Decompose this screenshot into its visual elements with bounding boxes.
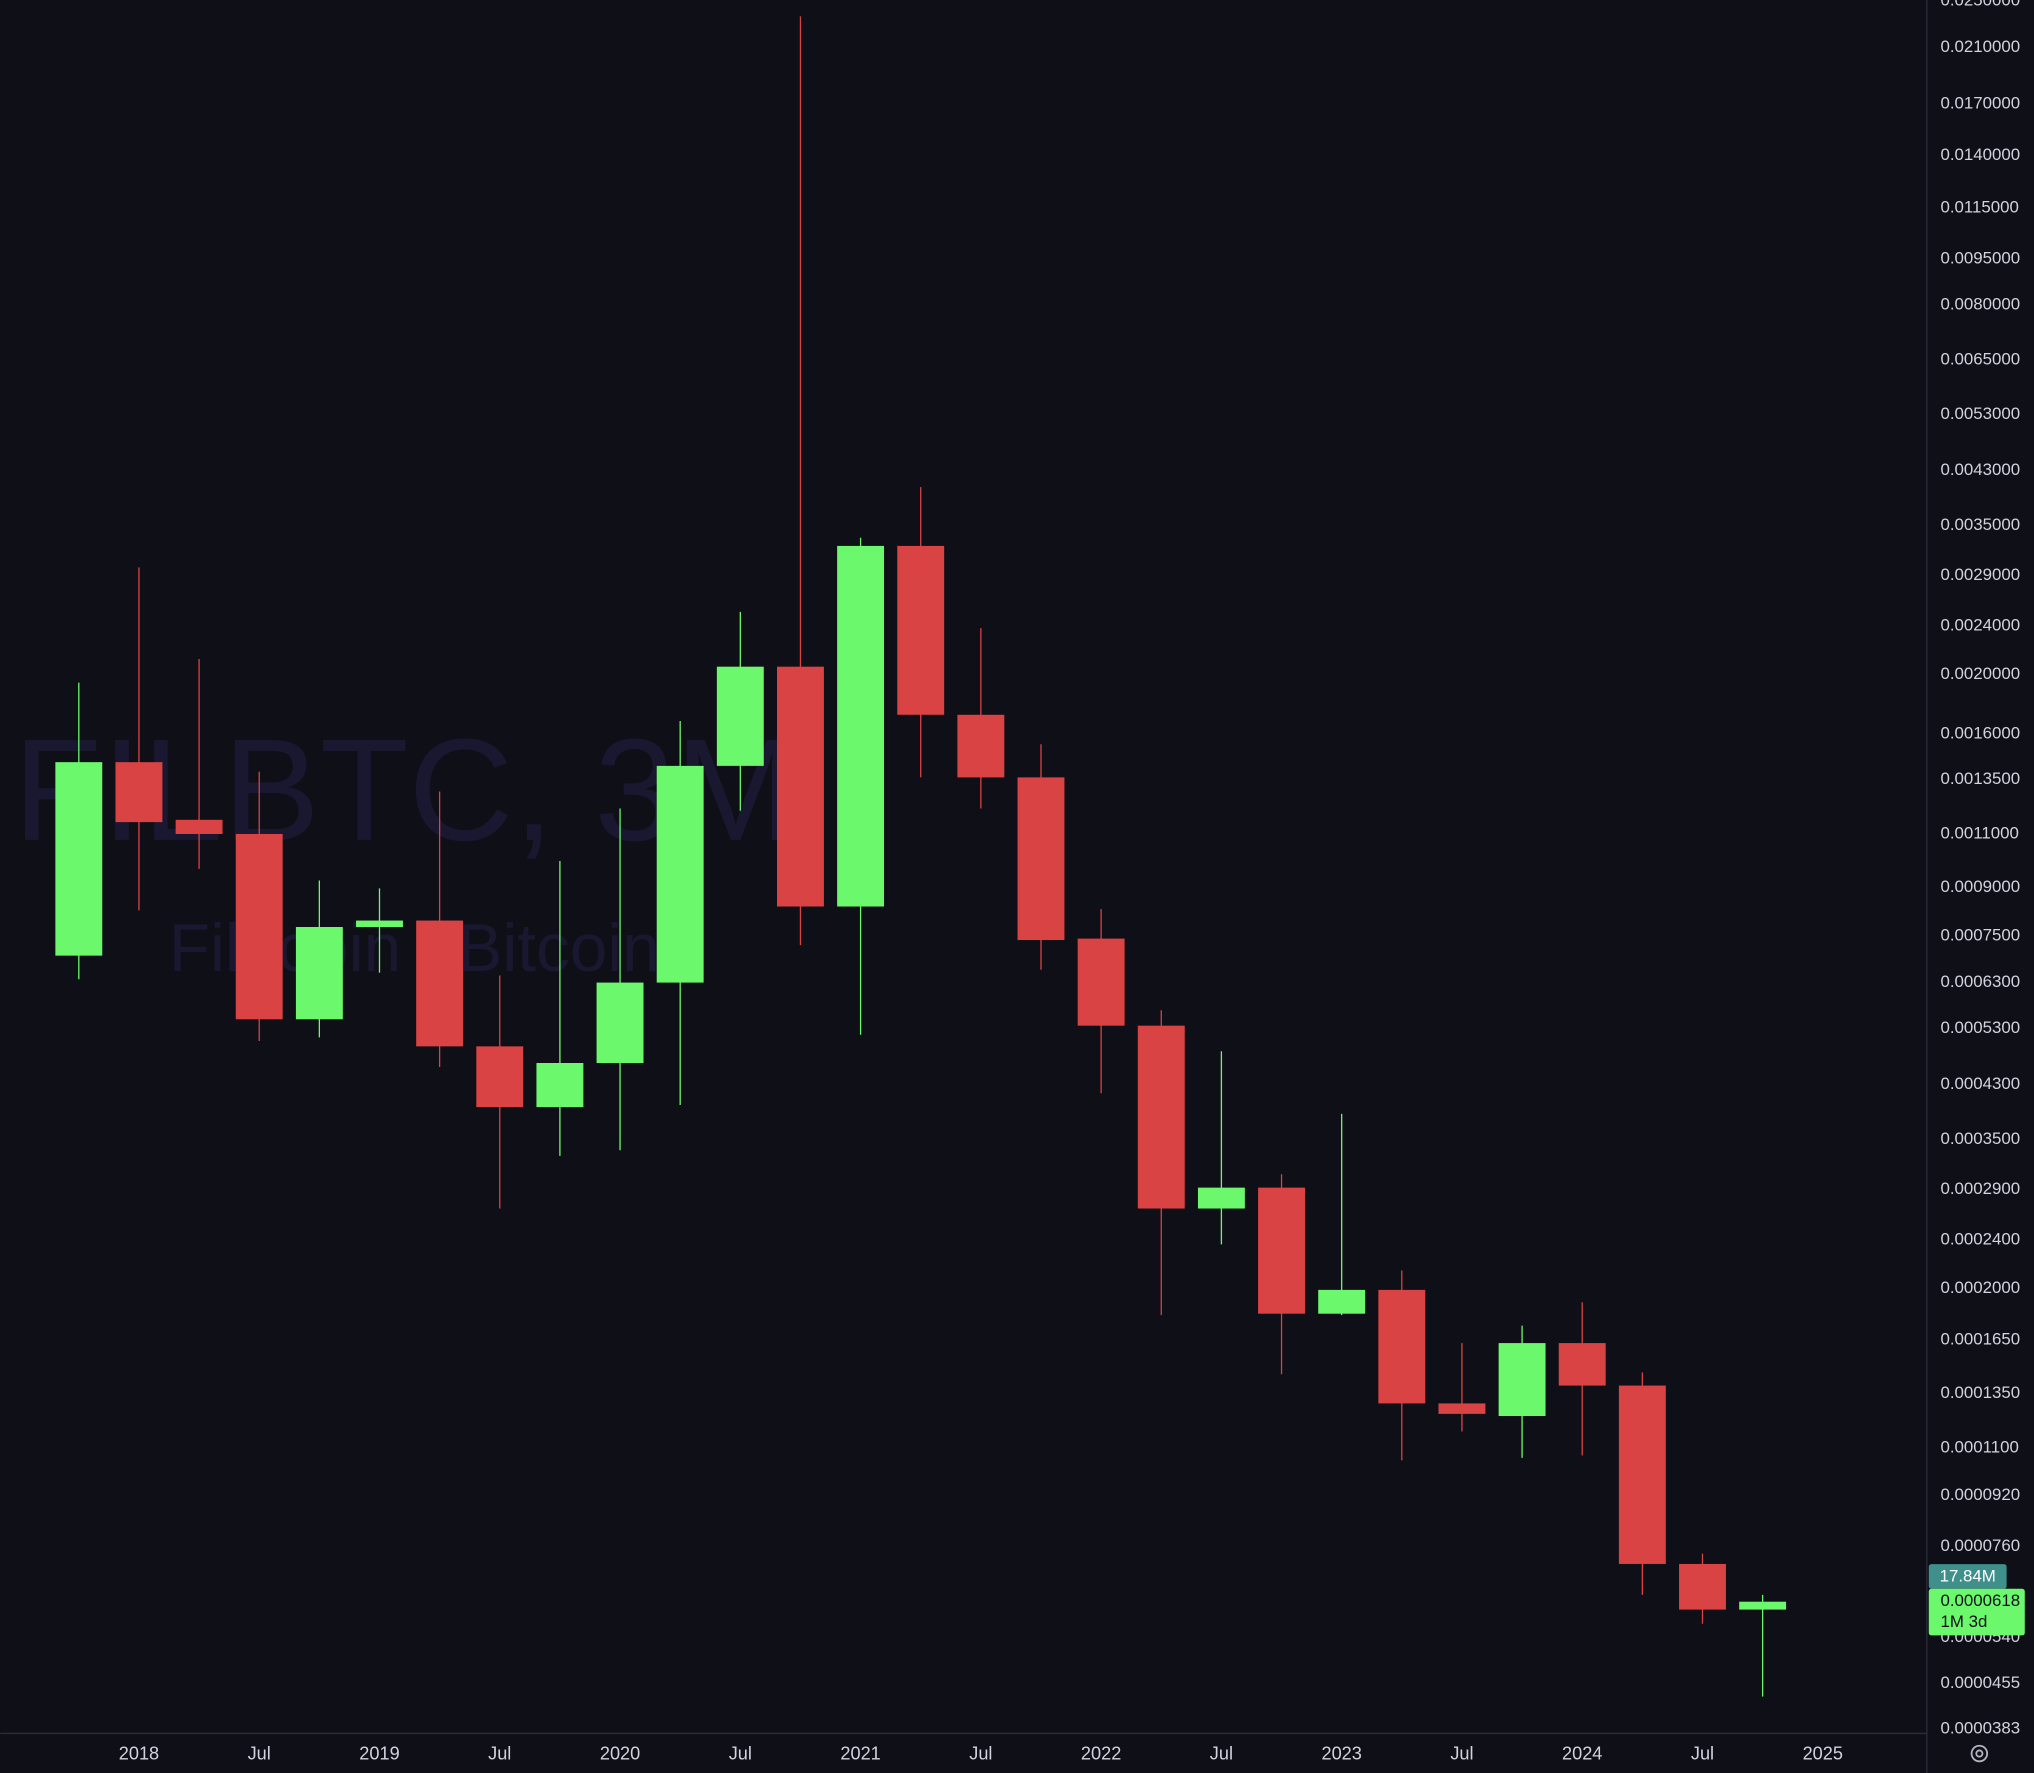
candle-body bbox=[957, 714, 1005, 778]
y-tick-label: 0.0140000 bbox=[1940, 145, 2020, 164]
y-tick-label: 0.0002900 bbox=[1940, 1179, 2020, 1198]
y-tick-label: 0.0020000 bbox=[1940, 664, 2020, 683]
y-tick-label: 0.0000760 bbox=[1940, 1536, 2020, 1555]
y-tick-label: 0.0004300 bbox=[1940, 1074, 2020, 1093]
x-tick-label: Jul bbox=[488, 1744, 511, 1764]
candle-body bbox=[1017, 777, 1065, 941]
y-tick-label: 0.0000920 bbox=[1940, 1485, 2020, 1504]
candle-body bbox=[596, 982, 644, 1063]
price-tags: 17.84M 0.0000618 1M 3d bbox=[1928, 1564, 2025, 1636]
candle-body bbox=[295, 927, 343, 1020]
y-tick-label: 0.0095000 bbox=[1940, 249, 2020, 268]
x-tick-label: 2022 bbox=[1081, 1744, 1121, 1764]
candle-body bbox=[1197, 1187, 1245, 1209]
x-tick-label: Jul bbox=[1691, 1744, 1714, 1764]
candle-body bbox=[1679, 1563, 1726, 1610]
y-tick-label: 0.0001100 bbox=[1940, 1437, 2018, 1456]
y-tick-label: 0.0065000 bbox=[1940, 350, 2020, 369]
x-tick-label: 2023 bbox=[1321, 1744, 1361, 1764]
y-tick-label: 0.0016000 bbox=[1940, 724, 2020, 743]
x-tick-label: 2018 bbox=[119, 1744, 159, 1764]
x-tick-label: 2021 bbox=[840, 1744, 880, 1764]
candle-body bbox=[1258, 1187, 1305, 1314]
countdown: 1M 3d bbox=[1940, 1612, 1987, 1631]
candle-body bbox=[656, 765, 704, 983]
candle-body bbox=[115, 762, 163, 823]
y-tick-label: 0.0000455 bbox=[1940, 1673, 2020, 1692]
y-tick-label: 0.0115000 bbox=[1940, 198, 2018, 217]
candle-body bbox=[356, 920, 403, 928]
x-tick-label: 2024 bbox=[1562, 1744, 1602, 1764]
candle-body bbox=[175, 819, 223, 834]
y-tick-label: 0.0009000 bbox=[1940, 877, 2020, 896]
y-tick-label: 0.0006300 bbox=[1940, 972, 2020, 991]
y-tick-label: 0.0043000 bbox=[1940, 460, 2020, 479]
candle-body bbox=[1077, 938, 1125, 1026]
x-tick-label: 2020 bbox=[600, 1744, 640, 1764]
plot bbox=[55, 16, 1787, 1697]
candle-body bbox=[235, 833, 283, 1020]
candle-body bbox=[1137, 1025, 1185, 1209]
y-tick-label: 0.0029000 bbox=[1940, 565, 2020, 584]
candle-body bbox=[1378, 1289, 1426, 1404]
candle-body bbox=[1558, 1343, 1606, 1386]
y-tick-label: 0.0000383 bbox=[1940, 1719, 2020, 1738]
candle-body bbox=[476, 1046, 524, 1108]
x-tick-label: 2019 bbox=[359, 1744, 399, 1764]
candle-body bbox=[716, 666, 764, 766]
candle-body bbox=[1318, 1289, 1366, 1314]
y-tick-label: 0.0011000 bbox=[1940, 823, 2018, 842]
y-tick-label: 0.0080000 bbox=[1940, 294, 2020, 313]
x-tick-label: 2025 bbox=[1803, 1744, 1843, 1764]
y-tick-label: 0.0170000 bbox=[1940, 93, 2020, 112]
volume-tag-box bbox=[1928, 1564, 2007, 1589]
y-tick-label: 0.0007500 bbox=[1940, 926, 2020, 945]
candle-body bbox=[55, 762, 103, 956]
candle-body bbox=[536, 1062, 584, 1108]
price-tag: 0.0000618 bbox=[1940, 1591, 2020, 1610]
x-tick-label: Jul bbox=[1210, 1744, 1233, 1764]
y-tick-label: 0.0024000 bbox=[1940, 615, 2020, 634]
candle-body bbox=[1739, 1601, 1787, 1610]
y-tick-label: 0.0053000 bbox=[1940, 404, 2020, 423]
candle-body bbox=[897, 545, 945, 715]
y-tick-label: 0.0001650 bbox=[1940, 1329, 2020, 1348]
x-tick-label: Jul bbox=[969, 1744, 992, 1764]
y-tick-label: 0.0003500 bbox=[1940, 1129, 2020, 1148]
price-tag-box bbox=[1928, 1588, 2025, 1636]
y-tick-label: 0.0005300 bbox=[1940, 1018, 2020, 1037]
candle-body bbox=[1618, 1385, 1666, 1564]
candle-body bbox=[837, 545, 885, 907]
axes: 0.0250000 0.0210000 0.0170000 0.0140000 0.01… bbox=[119, 0, 2020, 1764]
candle-body bbox=[1438, 1403, 1486, 1414]
y-tick-label: 0.0002400 bbox=[1940, 1229, 2020, 1248]
x-tick-label: Jul bbox=[1450, 1744, 1473, 1764]
y-tick-label: 0.0002000 bbox=[1940, 1278, 2020, 1297]
x-tick-label: Jul bbox=[248, 1744, 271, 1764]
settings-icon[interactable] bbox=[1970, 1744, 1989, 1763]
y-tick-label: 0.0250000 bbox=[1940, 0, 2020, 10]
candle-body bbox=[776, 666, 824, 907]
y-tick-label: 0.0210000 bbox=[1940, 37, 2020, 56]
candle-body bbox=[416, 920, 464, 1047]
y-tick-label: 0.0013500 bbox=[1940, 769, 2020, 788]
volume-tag: 17.84M bbox=[1940, 1567, 1996, 1586]
y-tick-label: 0.0001350 bbox=[1940, 1383, 2020, 1402]
x-tick-label: Jul bbox=[729, 1744, 752, 1764]
y-tick-label: 0.0035000 bbox=[1940, 515, 2020, 534]
candle-body bbox=[1498, 1343, 1546, 1417]
